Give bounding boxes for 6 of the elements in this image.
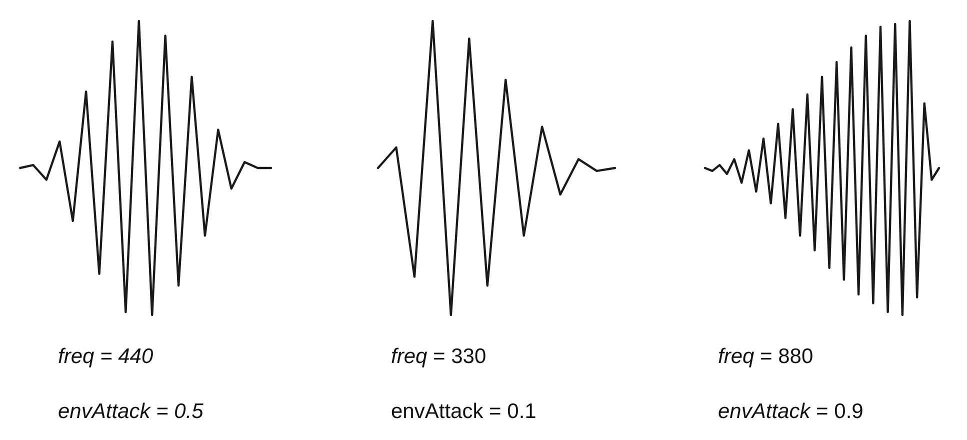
text: freq = 440 — [58, 345, 154, 368]
text: envAttack = 0.1 — [391, 400, 536, 423]
text: envAttack = 0.5 — [58, 400, 204, 423]
text: envAttack = 0.9 — [718, 400, 864, 423]
text: freq = 880 — [718, 345, 814, 368]
text: freq = 330 — [391, 345, 486, 368]
